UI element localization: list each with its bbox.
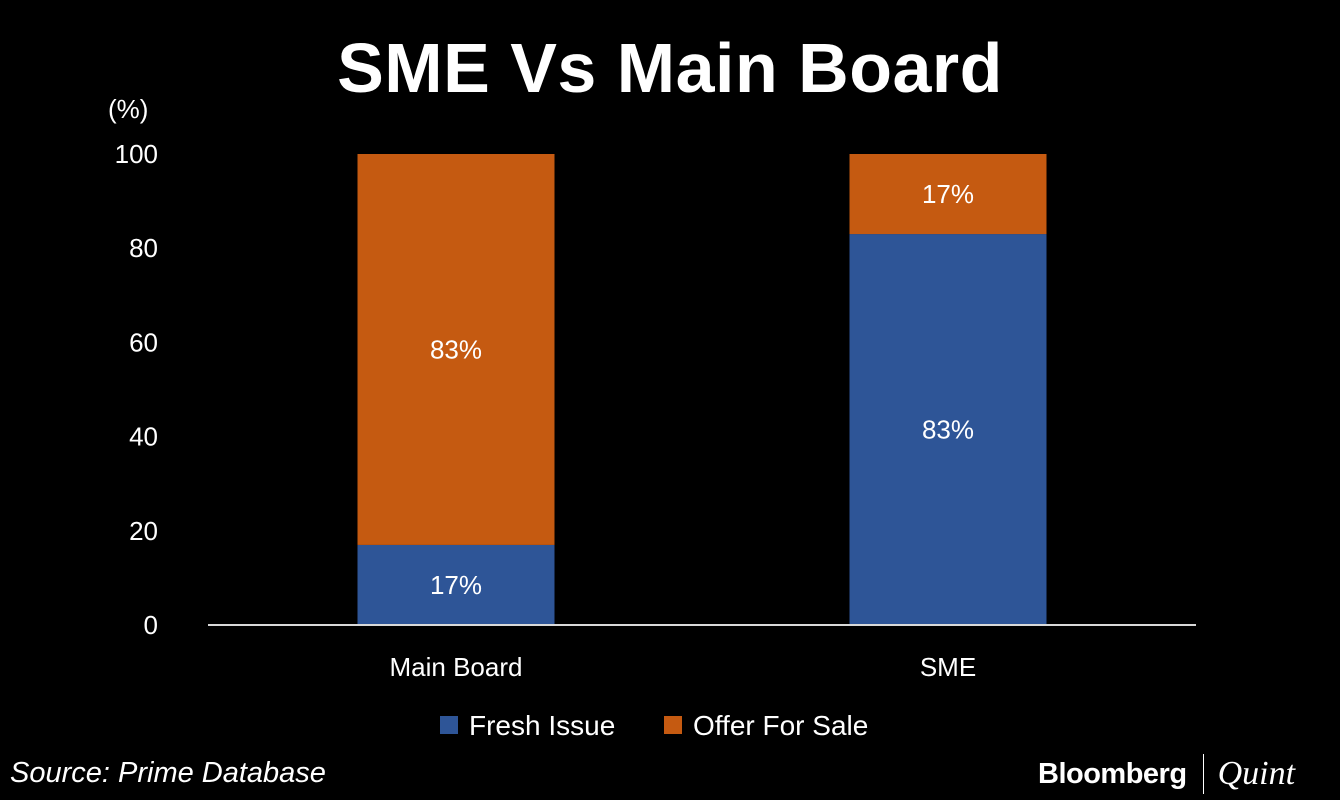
x-tick-label: Main Board	[390, 652, 523, 682]
bar-segment	[357, 544, 555, 625]
y-tick-label: 100	[115, 139, 158, 169]
brand-quint: Quint	[1217, 755, 1296, 792]
data-label: 83%	[922, 415, 974, 445]
brand-logo: Bloomberg Quint	[1038, 752, 1295, 796]
bar-segment	[357, 154, 555, 545]
y-axis-unit-label: (%)	[108, 94, 148, 124]
x-tick-label: SME	[920, 652, 976, 682]
y-tick-label: 40	[129, 422, 158, 452]
data-label: 83%	[430, 334, 482, 364]
brand-bloomberg: Bloomberg	[1038, 757, 1187, 790]
y-tick-label: 20	[129, 516, 158, 546]
legend-label: Offer For Sale	[693, 710, 868, 741]
chart-title: SME Vs Main Board	[337, 29, 1003, 107]
legend-label: Fresh Issue	[469, 710, 615, 741]
bar-segment	[849, 154, 1047, 235]
data-label: 17%	[430, 570, 482, 600]
y-tick-label: 80	[129, 233, 158, 263]
y-tick-label: 0	[144, 610, 158, 640]
brand-divider	[1202, 754, 1204, 794]
source-note: Source: Prime Database	[10, 757, 326, 789]
legend-swatch	[440, 716, 458, 734]
data-label: 17%	[922, 179, 974, 209]
bar-segment	[849, 234, 1047, 625]
y-tick-label: 60	[129, 327, 158, 357]
legend-swatch	[664, 716, 682, 734]
